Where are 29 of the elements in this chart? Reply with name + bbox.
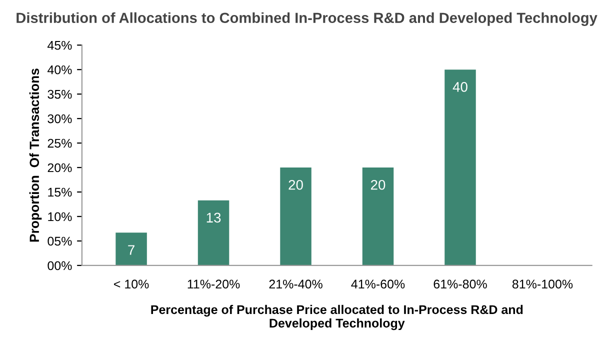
y-tick-label: 25% bbox=[48, 138, 72, 148]
data-label: 7 bbox=[128, 245, 134, 255]
y-tick-label: 35% bbox=[48, 90, 72, 99]
bar bbox=[116, 232, 147, 266]
data-label: 20 bbox=[288, 180, 303, 190]
y-tick-label: 15% bbox=[48, 188, 72, 197]
y-tick-label: 10% bbox=[48, 212, 72, 222]
y-tick-label: 05% bbox=[48, 236, 72, 246]
data-label: 20 bbox=[370, 180, 386, 190]
y-tick-label: 00% bbox=[48, 261, 72, 270]
bar bbox=[198, 200, 230, 266]
y-tick-label: 40% bbox=[47, 65, 72, 74]
data-label: 40 bbox=[452, 82, 468, 92]
bar bbox=[444, 70, 476, 266]
data-label: 13 bbox=[206, 212, 221, 223]
y-axis-title: Proportion Of Transactions bbox=[29, 68, 42, 242]
y-tick-label: 45% bbox=[47, 40, 72, 50]
bar bbox=[362, 168, 394, 266]
x-tick-label: 11%-20% bbox=[188, 280, 240, 289]
x-axis-title: Percentage of Purchase Price allocated to In-Process R&D and Developed Technology bbox=[151, 304, 523, 330]
bar bbox=[280, 168, 312, 266]
x-tick-label: 41%-60% bbox=[351, 280, 405, 289]
x-tick-label: < 10% bbox=[114, 280, 149, 289]
x-tick-label: 61%-80% bbox=[434, 280, 487, 289]
chart-title: Distribution of Allocations to Combined In-Process R&D and Developed Technology bbox=[16, 12, 598, 26]
y-tick-label: 20% bbox=[48, 163, 72, 172]
y-tick-label: 30% bbox=[48, 114, 72, 124]
x-tick-label: 21%-40% bbox=[269, 280, 322, 289]
x-tick-label: 81%-100% bbox=[512, 280, 573, 289]
